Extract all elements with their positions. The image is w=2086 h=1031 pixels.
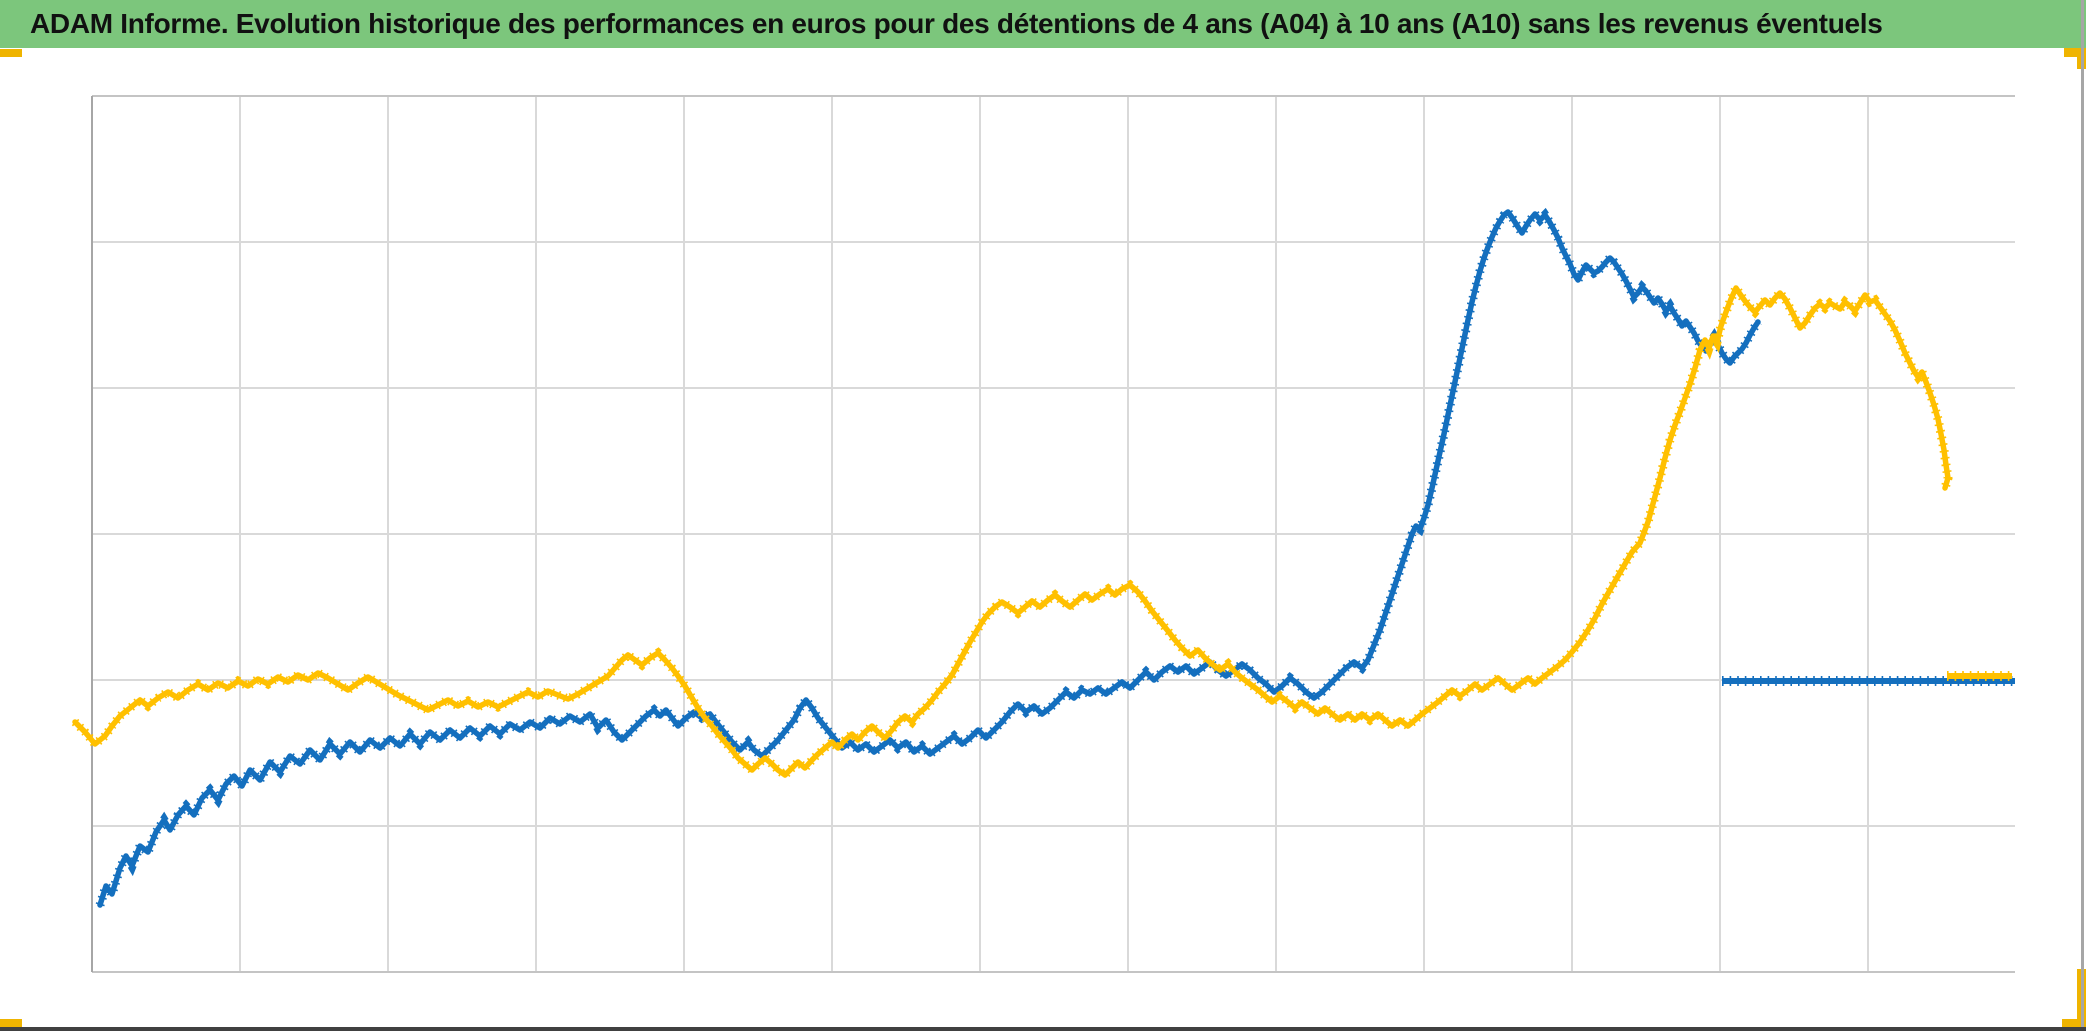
window-bottom-bar [0, 1027, 2086, 1031]
corner-mark-bottom-right [2062, 1019, 2086, 1028]
page-title: ADAM Informe. Evolution historique des p… [30, 8, 1883, 39]
window-right-edge [2081, 0, 2084, 1031]
chart-canvas[interactable] [0, 48, 2086, 1031]
performance-chart [71, 95, 2015, 973]
title-bar: ADAM Informe. Evolution historique des p… [0, 0, 2086, 48]
corner-mark-top-right [2064, 48, 2086, 57]
corner-mark-top-left [0, 49, 22, 57]
corner-mark-bottom-left [0, 1019, 22, 1028]
